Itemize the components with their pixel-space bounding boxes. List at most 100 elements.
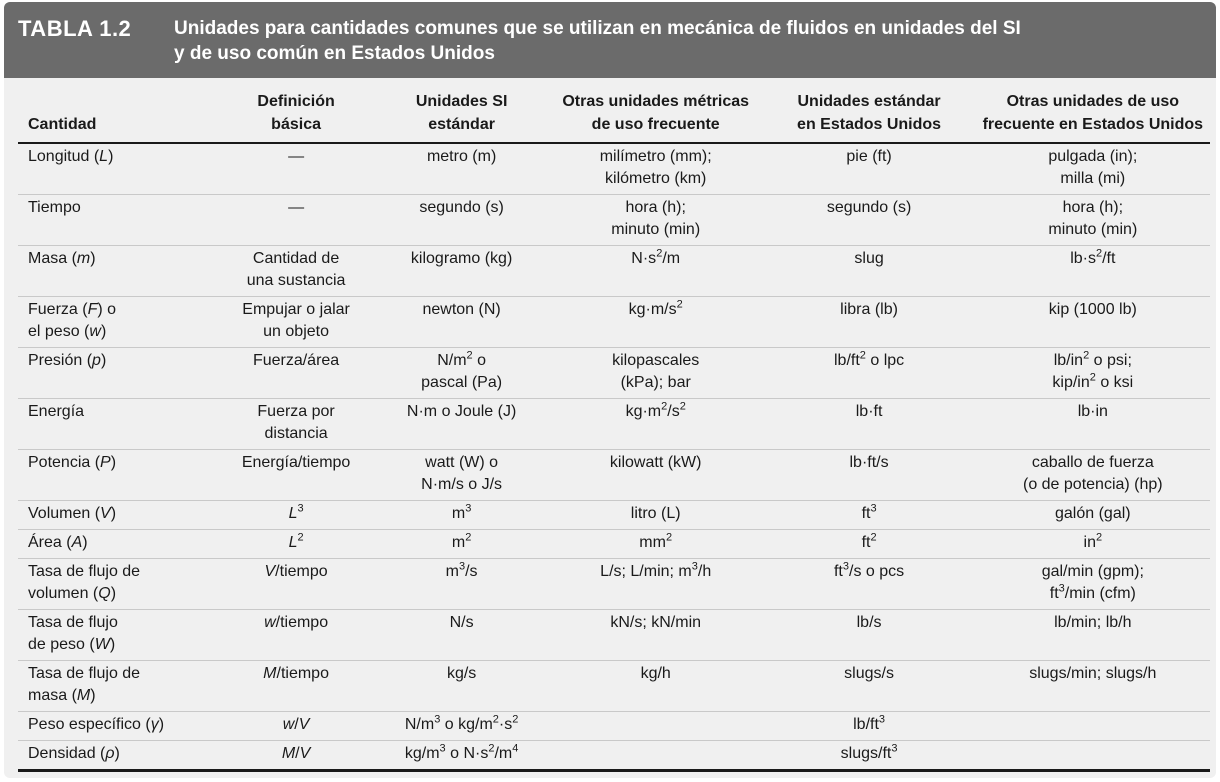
table-cell: lb/ft2 o lpc xyxy=(762,347,976,399)
table-row: Tasa de flujo de volumen (Q) V/tiempo m3/s L… xyxy=(18,558,1210,610)
table-cell: Fuerza/área xyxy=(217,347,375,399)
table-cell: w/tiempo xyxy=(217,609,375,661)
table-cell: Peso específico (γ) xyxy=(18,711,218,741)
table-cell: Masa (m) xyxy=(18,245,218,297)
table-cell: Energía xyxy=(18,398,218,450)
table-body: Longitud (L) — metro (m) milímetro (mm); kil… xyxy=(18,143,1210,772)
table-cell: gal/min (gpm); ft3/min (cfm) xyxy=(975,558,1210,610)
table-cell: N/m2 o pascal (Pa) xyxy=(374,347,549,399)
table-row: Tiempo — segundo (s) hora (h); minuto (min) s… xyxy=(18,194,1210,246)
table-row: Volumen (V) L3 m3 litro (L) ft3 galón (gal) xyxy=(18,500,1210,530)
table-cell: Densidad (ρ) xyxy=(18,740,218,772)
table-cell: kg/h xyxy=(548,660,763,712)
table-cell: ft3 xyxy=(762,500,976,530)
table-cell: Energía/tiempo xyxy=(217,449,375,501)
table-cell: m3/s xyxy=(374,558,549,610)
table-cell: kg·m2/s2 xyxy=(548,398,763,450)
table-cell xyxy=(975,711,1210,741)
table-cell: N/m3 o kg/m2·s2 xyxy=(374,711,549,741)
table-cell: metro (m) xyxy=(374,143,549,195)
table-cell: Fuerza (F) o el peso (w) xyxy=(18,296,218,348)
table-row: Área (A) L2 m2 mm2 ft2 in2 xyxy=(18,529,1210,559)
table-cell: N·m o Joule (J) xyxy=(374,398,549,450)
column-header-row: Cantidad Definición básica Unidades SI est… xyxy=(18,86,1210,144)
table-cell: Tasa de flujo de volumen (Q) xyxy=(18,558,218,610)
table-cell: Área (A) xyxy=(18,529,218,559)
column-header: Otras unidades de uso frecuente en Estado… xyxy=(975,86,1210,144)
table-row: Energía Fuerza por distancia N·m o Joule (J… xyxy=(18,398,1210,450)
table-cell: lb·s2/ft xyxy=(975,245,1210,297)
table-cell: segundo (s) xyxy=(374,194,549,246)
table-row: Tasa de flujo de peso (W) w/tiempo N/s kN/s;… xyxy=(18,609,1210,661)
table-cell: kilogramo (kg) xyxy=(374,245,549,297)
table-row: Peso específico (γ) w/V N/m3 o kg/m2·s2 lb/… xyxy=(18,711,1210,741)
table-cell: M/tiempo xyxy=(217,660,375,712)
table-cell: ft2 xyxy=(762,529,976,559)
table-cell: kg/m3 o N·s2/m4 xyxy=(374,740,549,772)
table-cell: milímetro (mm); kilómetro (km) xyxy=(548,143,763,195)
table-cell: Empujar o jalar un objeto xyxy=(217,296,375,348)
table-row: Densidad (ρ) M/V kg/m3 o N·s2/m4 slugs/ft3 xyxy=(18,740,1210,772)
column-header: Cantidad xyxy=(18,86,218,144)
table-cell: — xyxy=(217,143,375,195)
table-row: Tasa de flujo de masa (M) M/tiempo kg/s kg/h… xyxy=(18,660,1210,712)
table-row: Longitud (L) — metro (m) milímetro (mm); kil… xyxy=(18,143,1210,195)
table-row: Masa (m) Cantidad de una sustancia kilogram… xyxy=(18,245,1210,297)
table-cell: lb·in xyxy=(975,398,1210,450)
table-cell: kilowatt (kW) xyxy=(548,449,763,501)
table-cell: watt (W) o N·m/s o J/s xyxy=(374,449,549,501)
column-header: Definición básica xyxy=(217,86,375,144)
table-cell: kip (1000 lb) xyxy=(975,296,1210,348)
table-cell: Tasa de flujo de peso (W) xyxy=(18,609,218,661)
table-cell: Tasa de flujo de masa (M) xyxy=(18,660,218,712)
table-cell: lb·ft xyxy=(762,398,976,450)
table-cell: M/V xyxy=(217,740,375,772)
table-cell: lb/ft3 xyxy=(762,711,976,741)
table-cell: w/V xyxy=(217,711,375,741)
table-cell: L2 xyxy=(217,529,375,559)
table-cell: kilopascales (kPa); bar xyxy=(548,347,763,399)
table-cell: slugs/s xyxy=(762,660,976,712)
table-cell: ft3/s o pcs xyxy=(762,558,976,610)
table-cell: pulgada (in); milla (mi) xyxy=(975,143,1210,195)
table-cell: hora (h); minuto (min) xyxy=(548,194,763,246)
table-row: Fuerza (F) o el peso (w) Empujar o jalar un… xyxy=(18,296,1210,348)
table-cell: libra (lb) xyxy=(762,296,976,348)
table-cell: galón (gal) xyxy=(975,500,1210,530)
table-title-line2: y de uso común en Estados Unidos xyxy=(174,43,495,64)
table-cell: V/tiempo xyxy=(217,558,375,610)
table-cell: slugs/min; slugs/h xyxy=(975,660,1210,712)
table-cell: Tiempo xyxy=(18,194,218,246)
table-cell: slugs/ft3 xyxy=(762,740,976,772)
column-header: Otras unidades métricas de uso frecuente xyxy=(548,86,763,144)
table-cell: litro (L) xyxy=(548,500,763,530)
table-cell: L3 xyxy=(217,500,375,530)
table-cell: N/s xyxy=(374,609,549,661)
table-cell: Cantidad de una sustancia xyxy=(217,245,375,297)
units-table: Cantidad Definición básica Unidades SI est… xyxy=(18,86,1210,772)
table-label: TABLA 1.2 xyxy=(18,16,132,41)
table-cell: Longitud (L) xyxy=(18,143,218,195)
table-cell: m3 xyxy=(374,500,549,530)
table-cell: lb·ft/s xyxy=(762,449,976,501)
table-cell xyxy=(548,711,763,741)
table-cell xyxy=(548,740,763,772)
table-cell: segundo (s) xyxy=(762,194,976,246)
table-frame: TABLA 1.2 Unidades para cantidades comun… xyxy=(4,2,1216,778)
table-cell: hora (h); minuto (min) xyxy=(975,194,1210,246)
table-header: TABLA 1.2 Unidades para cantidades comun… xyxy=(4,2,1216,78)
table-row: Potencia (P) Energía/tiempo watt (W) o N·m/… xyxy=(18,449,1210,501)
table-cell: lb/in2 o psi; kip/in2 o ksi xyxy=(975,347,1210,399)
table-cell xyxy=(975,740,1210,772)
table-cell: newton (N) xyxy=(374,296,549,348)
table-cell: kg/s xyxy=(374,660,549,712)
table-cell: Potencia (P) xyxy=(18,449,218,501)
table-cell: lb/s xyxy=(762,609,976,661)
table-cell: in2 xyxy=(975,529,1210,559)
table-cell: pie (ft) xyxy=(762,143,976,195)
table-cell: Presión (p) xyxy=(18,347,218,399)
table-cell: N·s2/m xyxy=(548,245,763,297)
table-title: Unidades para cantidades comunes que se … xyxy=(174,16,1194,66)
table-cell: Volumen (V) xyxy=(18,500,218,530)
column-header: Unidades estándar en Estados Unidos xyxy=(762,86,976,144)
